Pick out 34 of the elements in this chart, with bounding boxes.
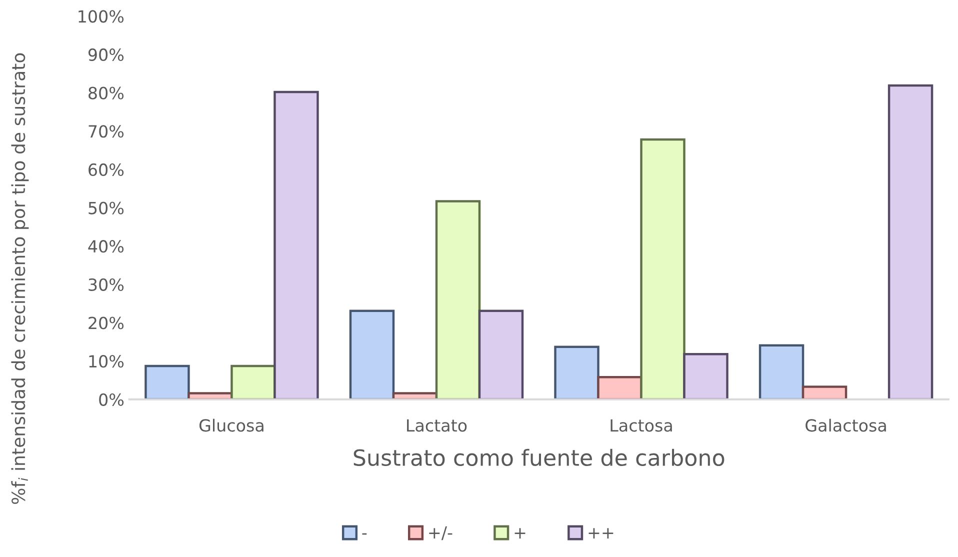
- x-tick-label: Lactosa: [610, 419, 672, 432]
- bar: [683, 353, 728, 400]
- bar: [597, 376, 642, 400]
- y-tick-label: 100%: [78, 10, 124, 23]
- bar: [640, 138, 686, 400]
- legend-label: +: [514, 528, 526, 539]
- legend-label: +/-: [429, 526, 452, 540]
- bar: [230, 364, 276, 400]
- y-tick-label: 80%: [88, 86, 124, 100]
- bar: [554, 346, 600, 400]
- bar: [478, 310, 524, 400]
- y-tick-label: 50%: [88, 202, 124, 214]
- bar: [435, 200, 481, 400]
- legend-label: -: [362, 533, 367, 535]
- x-axis-title: Sustrato como fuente de carbono: [354, 448, 724, 466]
- bar: [888, 84, 934, 400]
- y-tick-label: 20%: [88, 316, 124, 330]
- bar: [758, 344, 804, 400]
- bar: [802, 386, 848, 400]
- y-tick-label: 0%: [99, 393, 124, 406]
- y-axis-title: %f$_{i}$ intensidad de crecimiento por tipo de sustrato: [11, 53, 29, 504]
- y-tick-label: 10%: [89, 355, 124, 368]
- y-tick-label: 90%: [88, 48, 124, 62]
- x-tick-label: Lactato: [407, 419, 467, 432]
- y-tick-label: 40%: [88, 240, 124, 253]
- bar: [349, 310, 395, 400]
- bar: [144, 364, 190, 400]
- y-tick-label: 70%: [88, 125, 124, 138]
- legend-label: ++: [588, 528, 614, 539]
- x-tick-label: Glucosa: [199, 418, 264, 432]
- y-tick-label: 60%: [88, 163, 124, 176]
- bar: [274, 90, 319, 400]
- x-tick-label: Galactosa: [806, 418, 886, 432]
- y-tick-label: 30%: [88, 278, 124, 291]
